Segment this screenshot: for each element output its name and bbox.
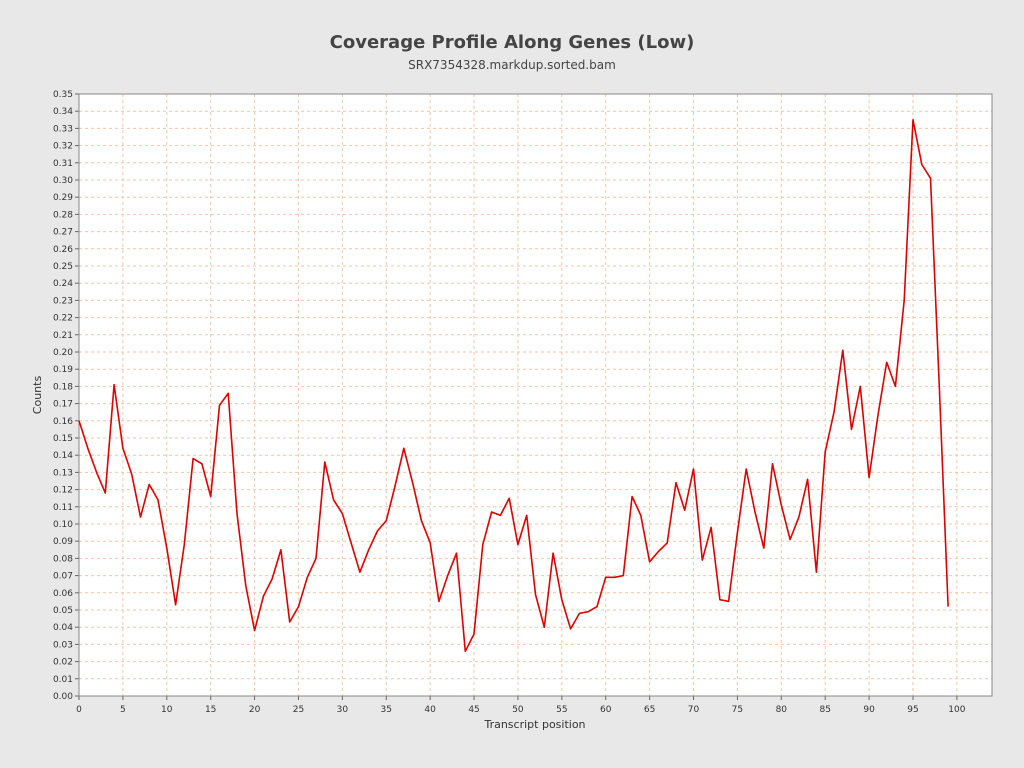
y-tick-label: 0.01 xyxy=(53,675,73,685)
series xyxy=(78,119,949,653)
y-tick-label: 0.29 xyxy=(53,193,73,203)
y-tick-label: 0.05 xyxy=(53,606,73,616)
y-tick-label: 0.04 xyxy=(53,623,73,633)
x-tick-label: 35 xyxy=(381,705,392,715)
y-tick-label: 0.06 xyxy=(53,589,73,599)
x-tick-label: 10 xyxy=(161,705,173,715)
x-tick-label: 100 xyxy=(948,705,965,715)
x-tick-label: 55 xyxy=(556,705,567,715)
chart-title: Coverage Profile Along Genes (Low) xyxy=(330,32,695,53)
plot-border xyxy=(78,93,993,697)
y-tick-label: 0.08 xyxy=(53,554,73,564)
axes: 0 5 10 15 20 25 30 35 40 45 50 55 60 65 70 75 80 85 90 95 10… xyxy=(53,90,993,715)
x-tick-label: 65 xyxy=(644,705,655,715)
y-tick-label: 0.27 xyxy=(53,228,73,238)
y-tick-label: 0.03 xyxy=(53,640,73,650)
y-tick-label: 0.19 xyxy=(53,365,73,375)
x-tick-label: 20 xyxy=(249,705,261,715)
y-tick-label: 0.23 xyxy=(53,296,73,306)
y-tick-label: 0.26 xyxy=(53,245,73,255)
y-tick-label: 0.07 xyxy=(53,572,73,582)
chart-subtitle: SRX7354328.markdup.sorted.bam xyxy=(408,58,616,72)
y-tick-label: 0.13 xyxy=(53,468,73,478)
y-tick-label: 0.09 xyxy=(53,537,73,547)
y-tick-label: 0.31 xyxy=(53,159,73,169)
x-tick-label: 90 xyxy=(863,705,875,715)
series-line xyxy=(78,119,949,653)
y-tick-label: 0.33 xyxy=(53,124,73,134)
x-tick-label: 0 xyxy=(76,705,82,715)
x-axis-label: Transcript position xyxy=(483,718,585,731)
y-tick-label: 0.10 xyxy=(53,520,73,530)
y-tick-label: 0.02 xyxy=(53,658,73,668)
x-tick-label: 60 xyxy=(600,705,612,715)
y-tick-label: 0.22 xyxy=(53,314,73,324)
y-tick-label: 0.24 xyxy=(53,279,73,289)
x-tick-label: 30 xyxy=(337,705,349,715)
y-tick-label: 0.12 xyxy=(53,486,73,496)
x-tick-label: 15 xyxy=(205,705,216,715)
y-tick-label: 0.00 xyxy=(53,692,73,702)
y-tick-label: 0.15 xyxy=(53,434,73,444)
y-tick-label: 0.17 xyxy=(53,400,73,410)
y-tick-label: 0.11 xyxy=(53,503,73,513)
y-tick-label: 0.32 xyxy=(53,142,73,152)
x-tick-label: 85 xyxy=(819,705,830,715)
x-tick-label: 70 xyxy=(688,705,700,715)
x-tick-label: 25 xyxy=(293,705,304,715)
y-tick-label: 0.20 xyxy=(53,348,73,358)
x-tick-label: 75 xyxy=(732,705,743,715)
y-axis-label: Counts xyxy=(31,376,44,415)
x-tick-label: 5 xyxy=(120,705,126,715)
grid xyxy=(78,93,992,697)
x-tick-label: 40 xyxy=(424,705,436,715)
y-tick-label: 0.18 xyxy=(53,382,73,392)
x-tick-label: 80 xyxy=(776,705,788,715)
y-tick-label: 0.34 xyxy=(53,107,73,117)
y-tick-label: 0.14 xyxy=(53,451,73,461)
plot-area xyxy=(79,94,992,696)
x-tick-label: 45 xyxy=(468,705,479,715)
y-tick-label: 0.28 xyxy=(53,210,73,220)
y-tick-label: 0.35 xyxy=(53,90,73,100)
y-tick-label: 0.16 xyxy=(53,417,73,427)
y-tick-label: 0.30 xyxy=(53,176,73,186)
y-tick-label: 0.21 xyxy=(53,331,73,341)
x-tick-label: 95 xyxy=(907,705,918,715)
x-tick-label: 50 xyxy=(512,705,524,715)
y-tick-label: 0.25 xyxy=(53,262,73,272)
